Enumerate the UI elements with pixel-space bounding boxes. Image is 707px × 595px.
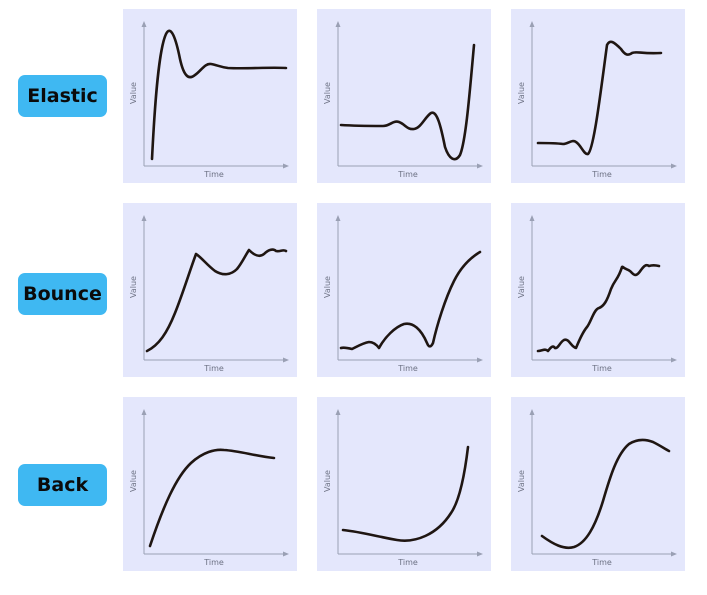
x-axis-arrow-icon (283, 163, 289, 169)
chart-bounce-out: Time Value (323, 215, 483, 373)
x-axis-label: Time (203, 364, 224, 373)
x-axis-arrow-icon (477, 551, 483, 557)
curve-back-in (148, 448, 276, 548)
y-axis-arrow-icon (141, 215, 147, 221)
y-axis-label: Value (517, 470, 526, 492)
axes: Time Value (129, 21, 289, 179)
row-label-back: Back (18, 464, 107, 506)
x-axis-label: Time (591, 170, 612, 179)
chart-elastic-in: Time Value (129, 21, 289, 179)
y-axis-arrow-icon (335, 409, 341, 415)
axes: Time Value (517, 215, 677, 373)
axes: Time Value (517, 21, 677, 179)
y-axis-arrow-icon (141, 409, 147, 415)
chart-back-out: Time Value (323, 409, 483, 567)
curve-elastic-in (150, 29, 288, 161)
panel-bounce-in: Time Value (123, 203, 297, 377)
panel-elastic-inout: Time Value (511, 9, 685, 183)
y-axis-arrow-icon (335, 21, 341, 27)
curve-bounce-inout (536, 263, 661, 353)
row-label-bounce: Bounce (18, 273, 107, 315)
row-label-elastic: Elastic (18, 75, 107, 117)
axes: Time Value (129, 215, 289, 373)
y-axis-arrow-icon (141, 21, 147, 27)
axes: Time Value (517, 409, 677, 567)
curve-bounce-out (339, 250, 482, 351)
y-axis-label: Value (323, 82, 332, 104)
y-axis-arrow-icon (529, 21, 535, 27)
y-axis-label: Value (323, 276, 332, 298)
y-axis-label: Value (129, 276, 138, 298)
y-axis-label: Value (129, 82, 138, 104)
chart-elastic-out: Time Value (323, 21, 483, 179)
axes: Time Value (323, 215, 483, 373)
x-axis-arrow-icon (477, 163, 483, 169)
y-axis-label: Value (323, 470, 332, 492)
x-axis-arrow-icon (671, 551, 677, 557)
x-axis-label: Time (397, 558, 418, 567)
panel-elastic-out: Time Value (317, 9, 491, 183)
curve-back-inout (540, 438, 671, 550)
chart-bounce-inout: Time Value (517, 215, 677, 373)
panel-elastic-in: Time Value (123, 9, 297, 183)
panel-bounce-out: Time Value (317, 203, 491, 377)
axes: Time Value (323, 409, 483, 567)
x-axis-label: Time (397, 170, 418, 179)
panel-bounce-inout: Time Value (511, 203, 685, 377)
y-axis-label: Value (517, 276, 526, 298)
x-axis-label: Time (591, 558, 612, 567)
curve-elastic-inout (536, 40, 663, 156)
chart-back-inout: Time Value (517, 409, 677, 567)
panel-back-in: Time Value (123, 397, 297, 571)
y-axis-label: Value (517, 82, 526, 104)
x-axis-arrow-icon (671, 163, 677, 169)
chart-elastic-inout: Time Value (517, 21, 677, 179)
y-axis-arrow-icon (529, 409, 535, 415)
x-axis-arrow-icon (477, 357, 483, 363)
x-axis-label: Time (203, 558, 224, 567)
x-axis-arrow-icon (283, 357, 289, 363)
axes: Time Value (129, 409, 289, 567)
x-axis-arrow-icon (671, 357, 677, 363)
panel-back-inout: Time Value (511, 397, 685, 571)
x-axis-label: Time (591, 364, 612, 373)
axes: Time Value (323, 21, 483, 179)
curve-back-out (341, 445, 470, 542)
x-axis-arrow-icon (283, 551, 289, 557)
x-axis-label: Time (397, 364, 418, 373)
y-axis-arrow-icon (529, 215, 535, 221)
curve-elastic-out (339, 43, 476, 161)
y-axis-label: Value (129, 470, 138, 492)
curve-bounce-in (145, 248, 288, 353)
y-axis-arrow-icon (335, 215, 341, 221)
x-axis-label: Time (203, 170, 224, 179)
chart-back-in: Time Value (129, 409, 289, 567)
chart-bounce-in: Time Value (129, 215, 289, 373)
panel-back-out: Time Value (317, 397, 491, 571)
